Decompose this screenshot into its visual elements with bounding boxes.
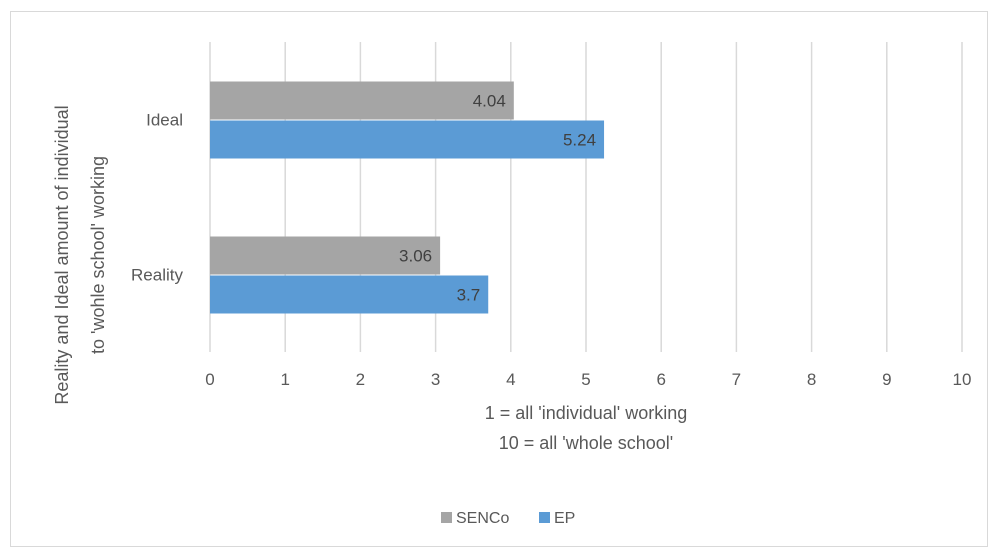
x-axis-ticks: 0 1 2 3 4 5 6 7 8 9 10 xyxy=(205,370,971,389)
data-label-senco-reality: 3.06 xyxy=(399,247,432,266)
y-category-label-reality: Reality xyxy=(131,266,183,285)
x-tick-label-3: 3 xyxy=(431,370,440,389)
y-axis-title-line-2: to 'wohle school' working xyxy=(88,156,108,354)
legend-label-senco: SENCo xyxy=(456,510,509,527)
x-tick-label-1: 1 xyxy=(280,370,289,389)
y-axis-categories: Ideal Reality xyxy=(131,111,183,285)
x-tick-label-2: 2 xyxy=(356,370,365,389)
legend-label-ep: EP xyxy=(554,510,575,527)
y-axis-title-line-1: Reality and Ideal amount of individual xyxy=(52,105,72,404)
x-tick-label-9: 9 xyxy=(882,370,891,389)
x-tick-label-4: 4 xyxy=(506,370,515,389)
bar-ep-reality xyxy=(210,275,489,314)
legend-swatch-ep xyxy=(539,512,550,523)
bar-ep-ideal xyxy=(210,120,605,159)
legend-swatch-senco xyxy=(441,512,452,523)
bar-senco-reality xyxy=(210,236,441,275)
data-label-ep-ideal: 5.24 xyxy=(563,131,596,150)
x-tick-label-10: 10 xyxy=(953,370,972,389)
x-axis-title-line-2: 10 = all 'whole school' xyxy=(499,433,673,453)
x-tick-label-8: 8 xyxy=(807,370,816,389)
y-category-label-ideal: Ideal xyxy=(146,111,183,130)
data-label-ep-reality: 3.7 xyxy=(457,286,481,305)
x-tick-label-6: 6 xyxy=(656,370,665,389)
bars xyxy=(210,81,605,314)
x-tick-label-0: 0 xyxy=(205,370,214,389)
data-labels: 4.04 5.24 3.06 3.7 xyxy=(399,92,596,305)
x-tick-label-5: 5 xyxy=(581,370,590,389)
y-axis-title: Reality and Ideal amount of individual t… xyxy=(52,105,108,404)
x-tick-label-7: 7 xyxy=(732,370,741,389)
legend: SENCo EP xyxy=(441,510,575,527)
x-axis-title-line-1: 1 = all 'individual' working xyxy=(485,403,687,423)
bar-senco-ideal xyxy=(210,81,514,120)
data-label-senco-ideal: 4.04 xyxy=(473,92,506,111)
